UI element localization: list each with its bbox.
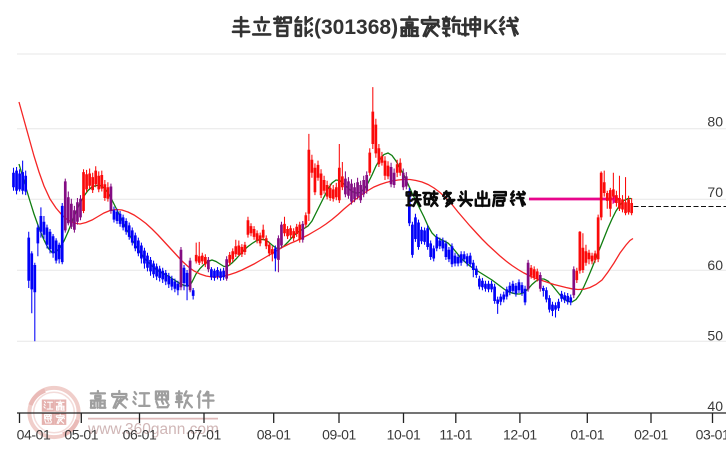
svg-text:40: 40: [707, 398, 723, 414]
svg-text:08-01: 08-01: [257, 427, 291, 443]
svg-text:80: 80: [707, 114, 723, 130]
svg-text:(301368): (301368): [314, 16, 398, 39]
svg-text:10-01: 10-01: [387, 427, 421, 443]
svg-text:11-01: 11-01: [439, 427, 472, 443]
svg-text:03-01: 03-01: [696, 427, 726, 443]
svg-text:12-01: 12-01: [503, 427, 537, 443]
svg-text:02-01: 02-01: [634, 427, 668, 443]
svg-text:70: 70: [707, 184, 723, 200]
svg-text:K: K: [483, 16, 498, 39]
svg-text:60: 60: [707, 257, 723, 273]
svg-text:07-01: 07-01: [187, 427, 221, 443]
svg-text:05-01: 05-01: [64, 427, 98, 443]
svg-text:www.360gann.com: www.360gann.com: [87, 421, 219, 438]
svg-text:50: 50: [707, 328, 723, 344]
svg-text:06-01: 06-01: [123, 427, 157, 443]
svg-text:04-01: 04-01: [17, 427, 51, 443]
svg-text:01-01: 01-01: [570, 427, 604, 443]
svg-text:09-01: 09-01: [322, 427, 356, 443]
